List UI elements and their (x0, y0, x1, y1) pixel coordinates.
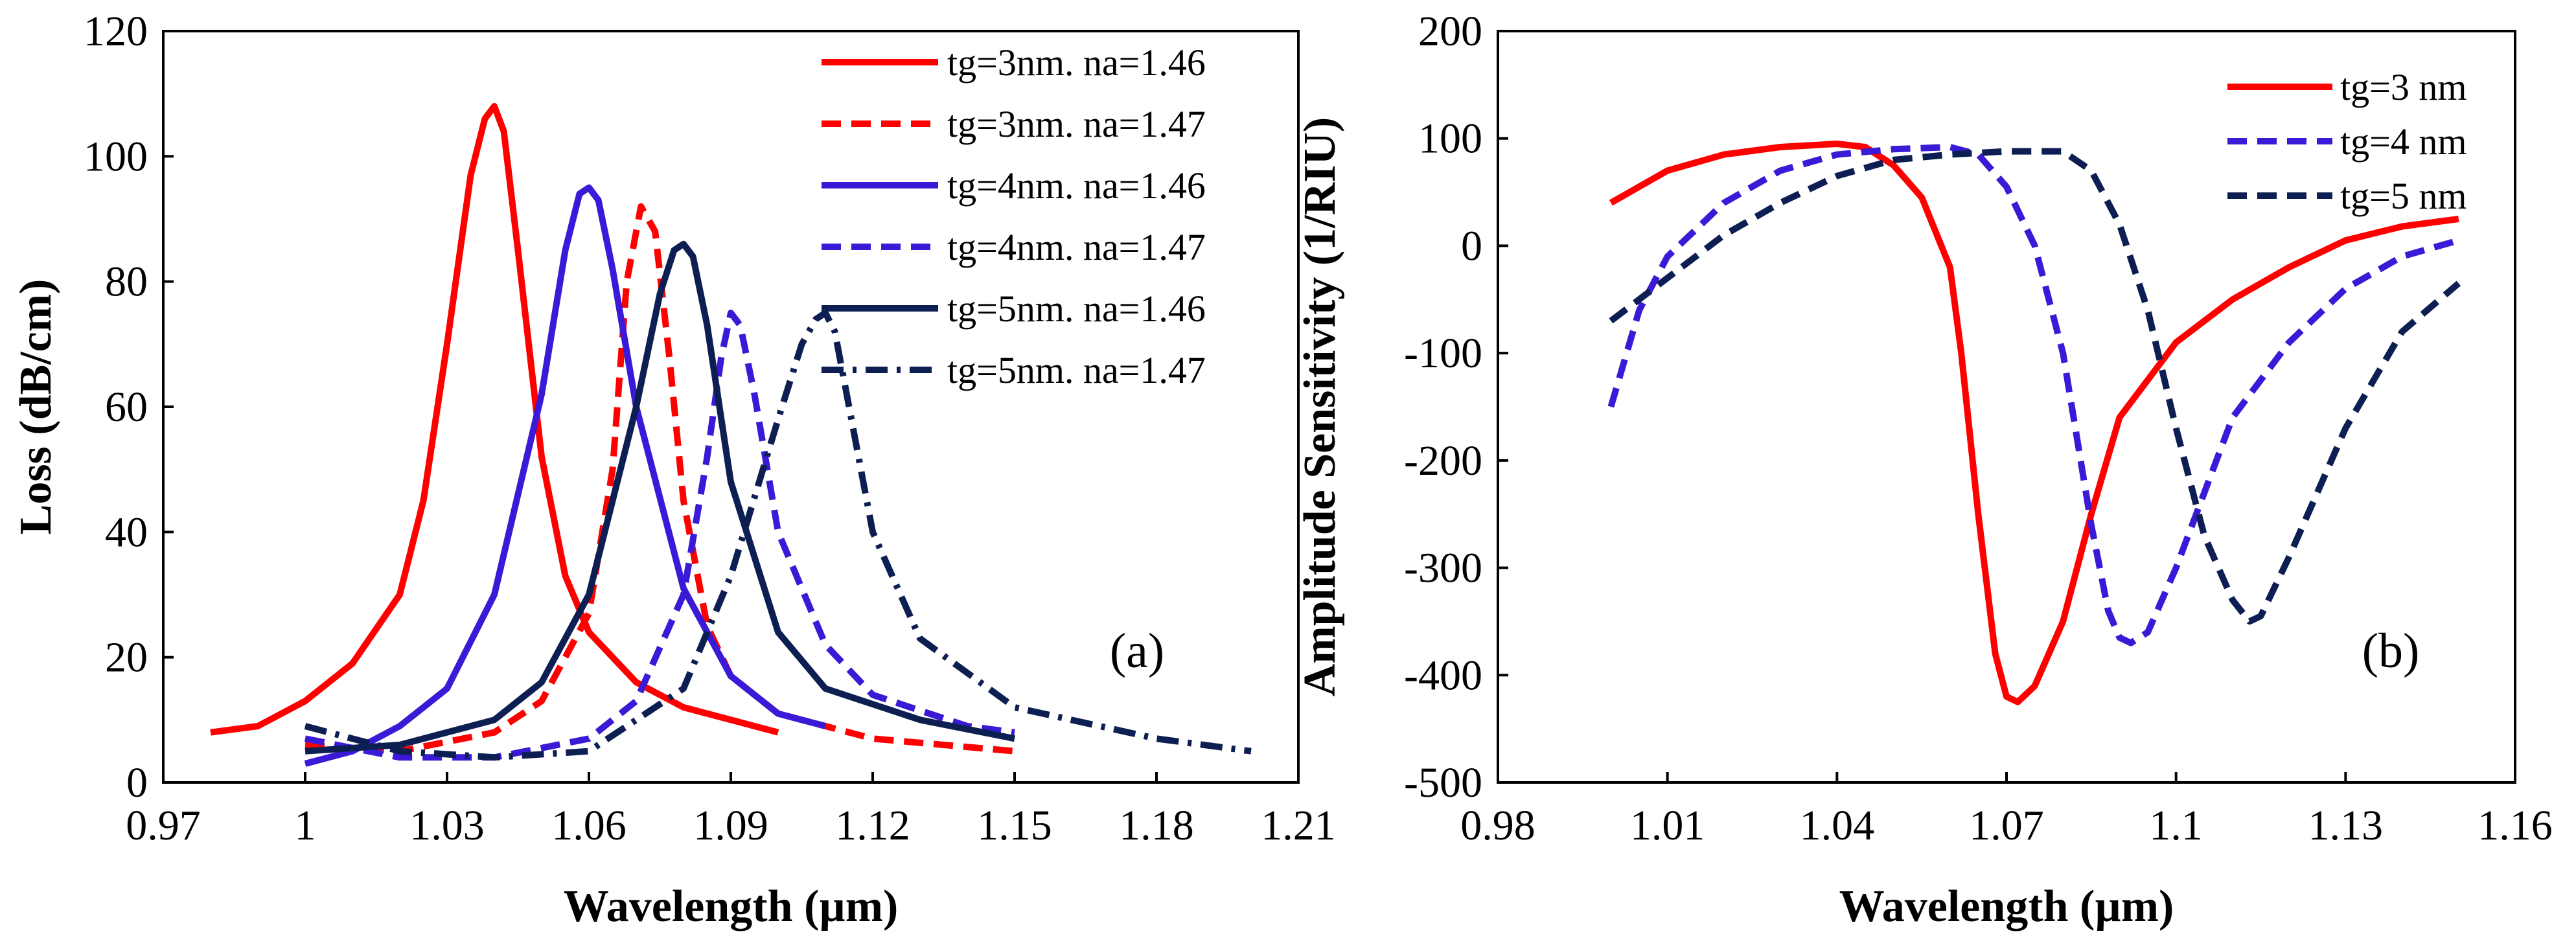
x-axis-ticks-b: 0.98 1.01 1.04 1.07 1.1 1.13 1.16 (1460, 772, 2553, 849)
x-tick-label: 1.06 (551, 802, 627, 849)
series-line-1 (1609, 141, 2459, 705)
y-tick-label: -200 (1404, 437, 1482, 485)
y-tick-label: 80 (105, 258, 148, 306)
y-tick-label: 120 (84, 8, 148, 55)
y-axis-ticks-b: -500 -400 -300 -200 -100 0 100 200 (1404, 8, 1508, 806)
series-line-5 (305, 240, 1015, 755)
x-tick-label: 1.07 (1969, 802, 2044, 849)
x-tick-label: 1.16 (2478, 802, 2553, 849)
x-tick-label: 1.13 (2308, 802, 2384, 849)
legend-label: tg=5nm. na=1.46 (947, 288, 1206, 330)
y-tick-label: 60 (105, 383, 148, 431)
legend-label: tg=3nm. na=1.46 (947, 41, 1206, 84)
legend-label: tg=3 nm (2340, 66, 2467, 108)
panel-label-b: (b) (2362, 624, 2420, 678)
x-tick-label: 1.04 (1800, 802, 1875, 849)
x-axis-ticks-a: 0.97 1 1.03 1.06 1.09 1.12 1.15 1.18 1.21 (126, 772, 1336, 849)
x-tick-label: 1.18 (1119, 802, 1194, 849)
legend-label: tg=3nm. na=1.47 (947, 103, 1206, 145)
chart-panel-a: 0.97 1 1.03 1.06 1.09 1.12 1.15 1.18 1.21 0 20 40 6… (11, 8, 1336, 931)
series-line-1 (210, 103, 779, 736)
series-line-6 (304, 310, 1252, 761)
y-axis-title-b: Amplitude Sensitivity (1/RIU) (1295, 117, 1345, 696)
x-tick-label: 1.21 (1261, 802, 1336, 849)
legend-label: tg=5 nm (2340, 175, 2467, 217)
legend-label: tg=4 nm (2340, 120, 2467, 163)
x-tick-label: 1.03 (409, 802, 485, 849)
y-tick-label: 40 (105, 508, 148, 556)
legend-label: tg=4nm. na=1.47 (947, 226, 1206, 268)
x-tick-label: 1.1 (2149, 802, 2203, 849)
y-tick-label: 100 (84, 133, 148, 180)
y-axis-ticks-a: 0 20 40 60 80 100 120 (84, 8, 174, 806)
x-axis-title-b: Wavelength (µm) (1839, 882, 2174, 931)
y-axis-title-a: Loss (dB/cm) (11, 279, 61, 535)
x-tick-label: 1.01 (1630, 802, 1705, 849)
y-tick-label: 20 (105, 634, 148, 681)
series-lines-b (1607, 141, 2461, 705)
series-line-3 (1609, 148, 2461, 625)
x-tick-label: 1.12 (835, 802, 910, 849)
x-tick-label: 1 (295, 802, 316, 849)
x-tick-label: 1.09 (693, 802, 768, 849)
legend-a: tg=3nm. na=1.46 tg=3nm. na=1.47 tg=4nm. na… (822, 41, 1206, 391)
y-tick-label: 0 (1461, 222, 1482, 269)
y-tick-label: 100 (1418, 115, 1482, 163)
x-axis-title-a: Wavelength (µm) (564, 882, 899, 931)
series-line-2 (1607, 144, 2460, 646)
x-tick-label: 0.97 (126, 802, 201, 849)
legend-b: tg=3 nm tg=4 nm tg=5 nm (2227, 66, 2467, 217)
legend-label: tg=5nm. na=1.47 (947, 349, 1206, 391)
y-tick-label: -300 (1404, 545, 1482, 592)
panel-label-a: (a) (1110, 624, 1164, 678)
series-line-4 (305, 310, 1015, 761)
x-tick-label: 0.98 (1460, 802, 1535, 849)
legend-label: tg=4nm. na=1.46 (947, 165, 1206, 207)
chart-panel-b: 0.98 1.01 1.04 1.07 1.1 1.13 1.16 -500 -400 -300… (1295, 8, 2553, 931)
y-tick-label: -400 (1404, 652, 1482, 699)
y-tick-label: -500 (1404, 759, 1482, 806)
y-tick-label: 200 (1418, 8, 1482, 55)
series-lines-a (210, 103, 1252, 767)
y-tick-label: 0 (126, 759, 148, 806)
y-tick-label: -100 (1404, 330, 1482, 377)
x-tick-label: 1.15 (977, 802, 1052, 849)
